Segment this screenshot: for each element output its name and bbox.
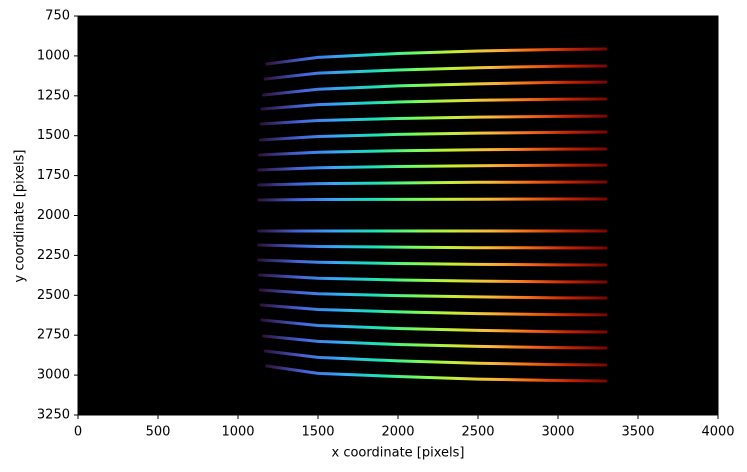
trace-line: [257, 197, 608, 202]
trace-line: [257, 163, 608, 172]
trace-line: [257, 180, 608, 187]
x-tick-label: 3500: [621, 425, 654, 440]
trace-line: [263, 64, 608, 81]
x-tick-label: 2500: [461, 425, 494, 440]
x-tick-label: 500: [146, 425, 171, 440]
x-axis-label: x coordinate [pixels]: [332, 446, 465, 461]
trace-line: [263, 349, 608, 367]
trace-line: [260, 318, 608, 334]
y-tick-label: 1750: [37, 168, 70, 183]
y-tick-label: 1500: [37, 128, 70, 143]
x-tick-label: 1500: [301, 425, 334, 440]
trace-line: [262, 80, 608, 97]
y-tick-label: 2250: [37, 248, 70, 263]
trace-line: [259, 114, 608, 126]
y-tick-label: 3250: [37, 408, 70, 423]
trace-line: [262, 334, 608, 350]
y-tick-label: 750: [45, 9, 70, 24]
y-tick-label: 1250: [37, 88, 70, 103]
x-tick-label: 4000: [701, 425, 734, 440]
y-tick-label: 2000: [37, 208, 70, 223]
x-tick-label: 2000: [381, 425, 414, 440]
trace-line: [260, 97, 608, 111]
trace-line: [259, 303, 608, 317]
x-tick-label: 1000: [221, 425, 254, 440]
plot-background: [78, 16, 718, 415]
trace-line: [265, 47, 608, 66]
y-tick-label: 2750: [37, 328, 70, 343]
trace-line: [265, 364, 608, 383]
x-tick-label: 0: [74, 425, 82, 440]
x-tick-label: 3000: [541, 425, 574, 440]
y-tick-label: 1000: [37, 48, 70, 63]
trace-line: [258, 147, 608, 157]
trace-line: [257, 258, 608, 267]
y-axis-label: y coordinate [pixels]: [13, 150, 28, 283]
trace-line: [258, 288, 608, 300]
trace-line: [257, 243, 608, 250]
y-tick-label: 3000: [37, 368, 70, 383]
trace-line: [258, 130, 608, 142]
y-tick-label: 2500: [37, 288, 70, 303]
trace-line: [258, 273, 608, 284]
